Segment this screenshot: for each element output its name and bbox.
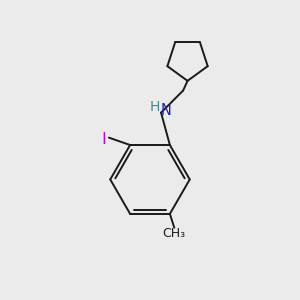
Text: H: H	[149, 100, 160, 114]
Text: N: N	[161, 103, 172, 118]
Text: CH₃: CH₃	[163, 226, 186, 239]
Text: I: I	[101, 132, 106, 147]
